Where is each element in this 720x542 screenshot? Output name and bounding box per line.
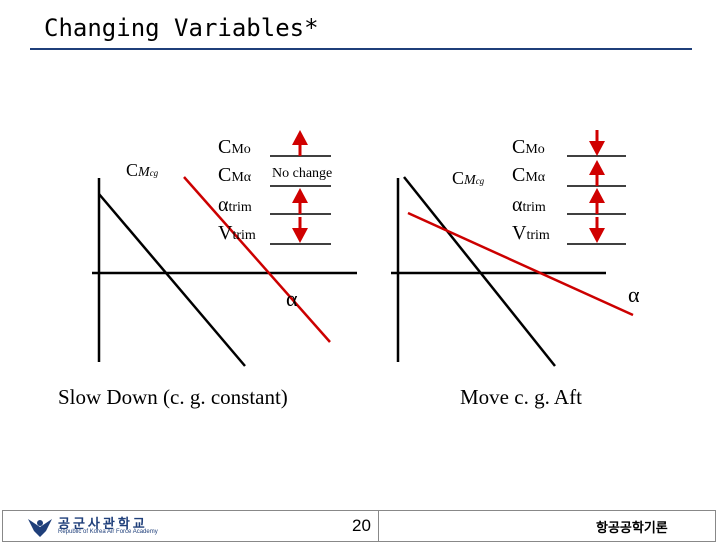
right-arrow-up-atrim — [589, 188, 605, 214]
right-var-atrim: αtrim — [512, 194, 546, 216]
right-arrow-down-vtrim — [589, 217, 605, 243]
title-underline — [30, 48, 692, 50]
right-arrow-up-cma — [589, 160, 605, 186]
right-new-line — [407, 211, 634, 317]
right-y-axis-label: CMcg — [452, 168, 485, 188]
left-caption: Slow Down (c. g. constant) — [58, 385, 288, 409]
course-name: 항공공학기론 — [596, 521, 668, 536]
right-arrow-down-cmo — [589, 130, 605, 156]
right-var-vtrim: Vtrim — [512, 222, 550, 244]
left-var-cmo: CMo — [218, 136, 251, 158]
academy-logo-text: 공군사관학교 — [58, 517, 148, 532]
left-x-axis-label: α — [286, 286, 298, 311]
left-original-line — [98, 193, 246, 367]
left-var-atrim: αtrim — [218, 194, 252, 216]
right-var-cmo: CMo — [512, 136, 545, 158]
right-caption: Move c. g. Aft — [460, 385, 582, 409]
right-x-axis-label: α — [628, 282, 640, 307]
footer-left-box — [2, 510, 380, 542]
left-no-change-note: No change — [272, 166, 333, 181]
left-arrow-up-cmo — [292, 130, 308, 156]
slide-title: Changing Variables* — [44, 14, 319, 42]
academy-emblem-icon — [28, 519, 52, 537]
left-arrow-up-atrim — [292, 188, 308, 214]
left-y-axis-label: CMcg — [126, 160, 159, 180]
academy-logo-subtext: Republic of Korea Air Force Academy — [58, 529, 158, 535]
left-var-cma: CMα — [218, 164, 252, 186]
left-var-vtrim: Vtrim — [218, 222, 256, 244]
right-original-line — [403, 176, 556, 367]
left-arrow-down-vtrim — [292, 217, 308, 243]
left-new-line — [183, 176, 331, 343]
right-var-cma: CMα — [512, 164, 546, 186]
page-number: 20 — [352, 516, 371, 535]
